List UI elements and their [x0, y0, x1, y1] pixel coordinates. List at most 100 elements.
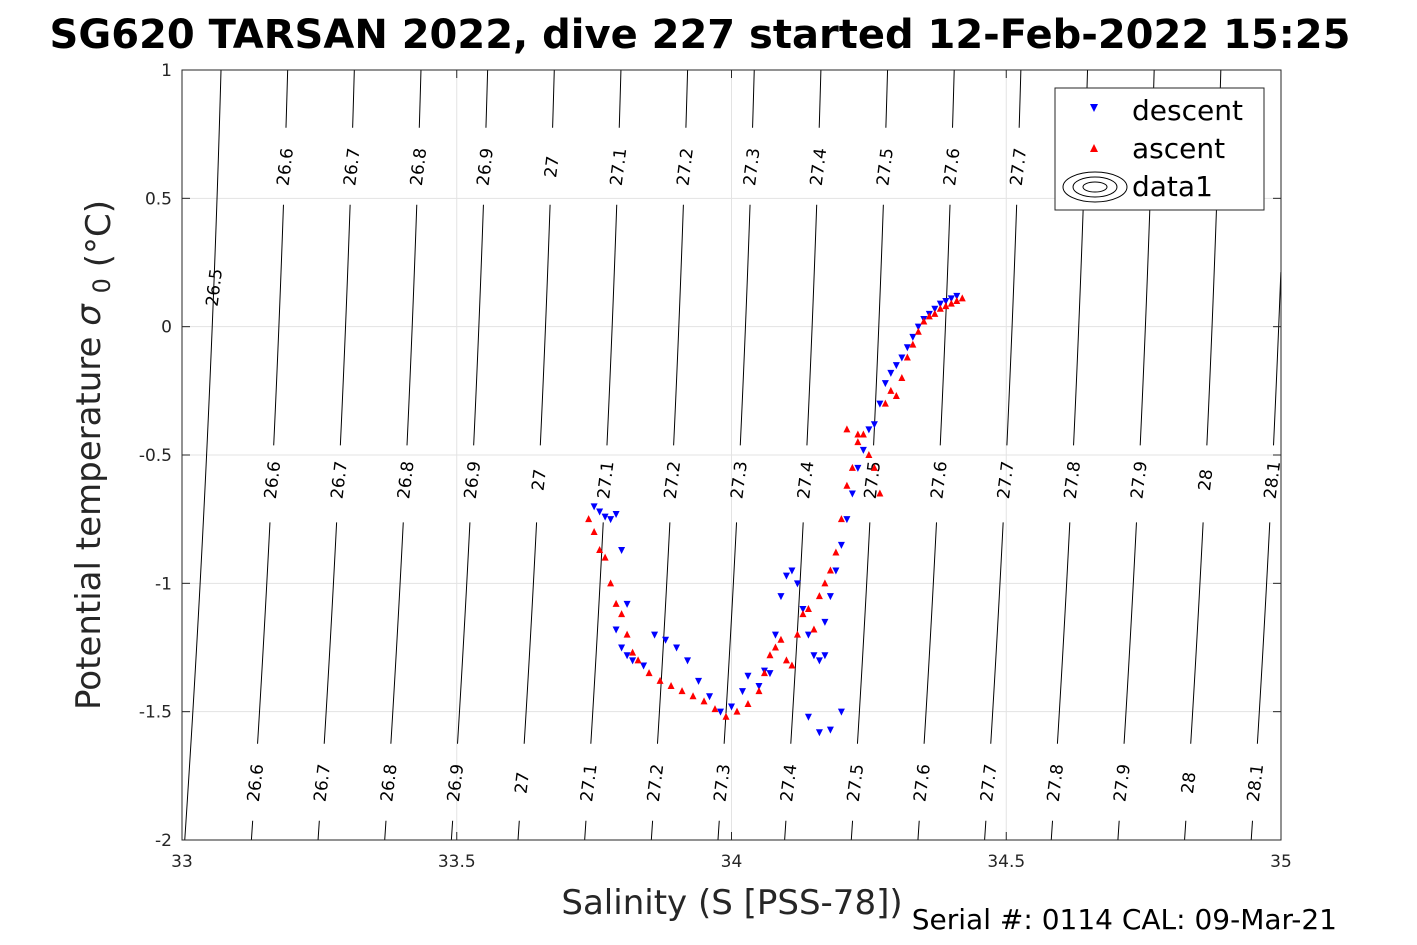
contour-label: 27.1 [594, 460, 618, 500]
y-tick-label: -0.5 [139, 446, 172, 466]
ascent-marker [601, 553, 609, 561]
ascent-marker [755, 687, 763, 695]
density-contour-line [818, 69, 822, 128]
descent-marker [782, 572, 790, 580]
contour-label: 28 [1195, 468, 1217, 492]
descent-marker [848, 490, 856, 498]
contour-label: 27.4 [777, 763, 801, 803]
descent-marker [832, 567, 840, 575]
descent-marker [936, 300, 944, 308]
y-tick-label: 0.5 [145, 189, 172, 209]
descent-marker [821, 652, 829, 660]
contour-label: 26.6 [244, 763, 268, 803]
density-contour-line [1190, 522, 1204, 744]
legend-ascent-marker [1090, 144, 1098, 152]
density-contour-line [1250, 820, 1253, 841]
contour-label: 27.3 [727, 460, 751, 500]
density-contour-line [856, 522, 871, 744]
contour-label: 27.4 [794, 460, 818, 500]
y-tick-label: 1 [161, 61, 172, 81]
ascent-marker [881, 399, 889, 407]
contour-label: 26.9 [473, 147, 497, 187]
contour-label: 27 [541, 155, 563, 179]
density-contour-line [752, 69, 755, 128]
density-contour-line [1184, 820, 1187, 841]
descent-marker [695, 677, 703, 685]
descent-marker [914, 323, 922, 331]
ascent-marker [629, 648, 637, 656]
density-contour-line [917, 820, 920, 841]
descent-marker [596, 508, 604, 516]
density-contour-line [523, 522, 538, 744]
density-contour-line [352, 69, 355, 128]
descent-marker [684, 657, 692, 665]
descent-marker [837, 708, 845, 716]
density-contour-line [590, 522, 604, 744]
descent-marker [804, 631, 812, 639]
density-contour-line [885, 69, 889, 128]
descent-marker [629, 657, 637, 665]
descent-marker [651, 631, 659, 639]
descent-marker [826, 593, 834, 601]
ascent-marker [914, 327, 922, 335]
ascent-marker [782, 656, 790, 664]
density-contour-line [850, 820, 854, 841]
contour-label: 26.8 [377, 763, 401, 803]
descent-marker [854, 464, 862, 472]
descent-marker [826, 726, 834, 734]
ascent-marker [612, 599, 620, 607]
contour-label: 27.9 [1127, 460, 1151, 500]
descent-marker [607, 516, 615, 524]
descent-marker [815, 729, 823, 737]
ascent-marker [920, 317, 928, 325]
density-contour-line [1117, 820, 1120, 841]
density-contour-line [457, 522, 471, 744]
contour-label: 27.6 [940, 147, 964, 187]
contour-label: 26.7 [340, 147, 364, 187]
descent-marker [892, 362, 900, 370]
ascent-marker [777, 635, 785, 643]
ascent-marker [667, 682, 675, 689]
density-contour-line [990, 522, 1004, 744]
contour-label: 27.1 [607, 147, 631, 187]
ascent-marker [859, 430, 867, 438]
contour-label: 26.7 [311, 763, 335, 803]
descent-marker [738, 688, 746, 696]
contour-label: 26.9 [461, 460, 485, 500]
descent-marker [612, 511, 620, 519]
density-contour-line [723, 522, 738, 744]
legend-box [1054, 87, 1265, 211]
density-contour-line [806, 204, 818, 446]
ascent-marker [843, 425, 851, 433]
descent-marker [766, 670, 774, 678]
ascent-marker [854, 438, 862, 446]
y-tick-label: 0 [161, 318, 172, 338]
ascent-marker [821, 579, 829, 587]
density-contour-line [873, 204, 884, 446]
y-axis-label-main: Potential temperature [69, 337, 109, 710]
descent-marker [810, 652, 818, 660]
density-contour-line [257, 522, 271, 744]
descent-marker [612, 626, 620, 634]
ascent-marker [837, 515, 845, 523]
ascent-marker [618, 610, 626, 618]
x-tick-label: 33 [171, 852, 193, 872]
density-contour-line [606, 204, 618, 446]
ascent-marker [958, 294, 966, 302]
density-contour-line [539, 204, 551, 446]
descent-marker [623, 600, 631, 608]
density-contour-line [618, 69, 622, 128]
ascent-marker [634, 656, 642, 664]
descent-marker [865, 426, 873, 434]
contour-label: 26.9 [444, 763, 468, 803]
contour-label: 27.5 [873, 147, 897, 187]
contour-label: 27.2 [673, 147, 697, 187]
ascent-marker [832, 548, 840, 556]
density-contour-line [473, 204, 484, 446]
descent-marker [618, 546, 626, 554]
descent-marker [881, 380, 889, 388]
descent-marker [837, 541, 845, 549]
descent-marker [777, 593, 785, 601]
density-contour-line [1256, 522, 1271, 744]
ascent-marker [596, 545, 604, 553]
